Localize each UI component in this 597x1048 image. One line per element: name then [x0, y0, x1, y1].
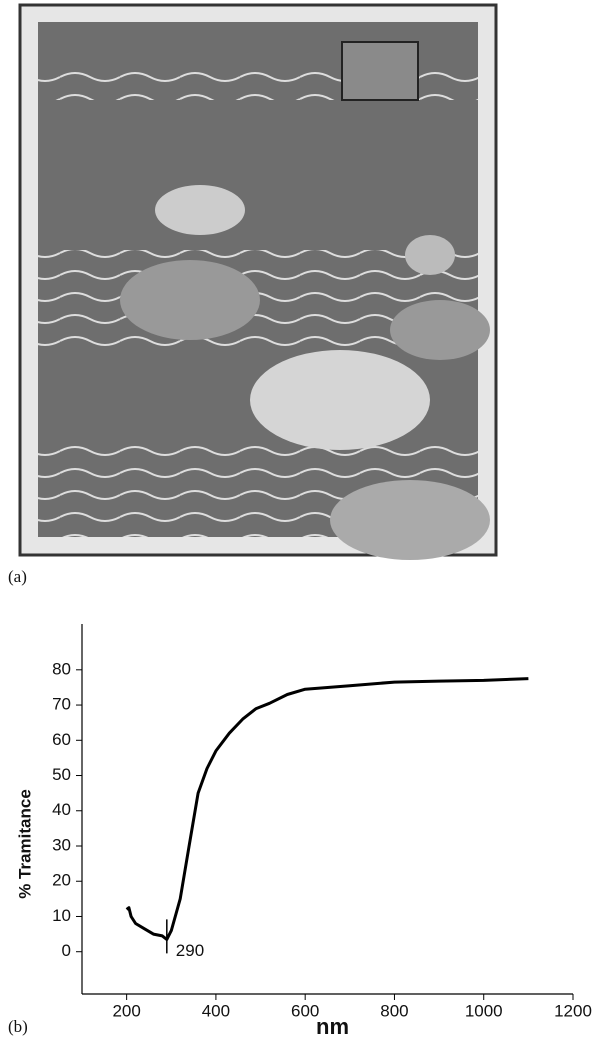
x-tick-label: 400	[202, 1001, 230, 1020]
y-tick-label: 70	[52, 695, 71, 714]
y-tick-label: 20	[52, 871, 71, 890]
photo-panel	[20, 5, 496, 560]
x-axis-title: nm	[316, 1014, 349, 1039]
x-tick-label: 1000	[465, 1001, 503, 1020]
y-tick-label: 30	[52, 835, 71, 854]
panel-label: (a)	[8, 567, 27, 586]
x-tick-label: 200	[112, 1001, 140, 1020]
y-tick-label: 40	[52, 800, 71, 819]
figure: (a) (b) 01020304050607080200400600800100…	[0, 0, 597, 1043]
data-line	[127, 679, 529, 940]
panel-label: (b)	[8, 1017, 28, 1036]
x-tick-label: 800	[380, 1001, 408, 1020]
annotation-label: 290	[176, 941, 204, 960]
y-tick-label: 60	[52, 730, 71, 749]
y-axis-title: % Tramitance	[15, 789, 34, 899]
y-tick-label: 10	[52, 906, 71, 925]
y-tick-label: 80	[52, 659, 71, 678]
x-tick-label: 1200	[554, 1001, 592, 1020]
y-tick-label: 0	[62, 941, 71, 960]
y-tick-label: 50	[52, 765, 71, 784]
